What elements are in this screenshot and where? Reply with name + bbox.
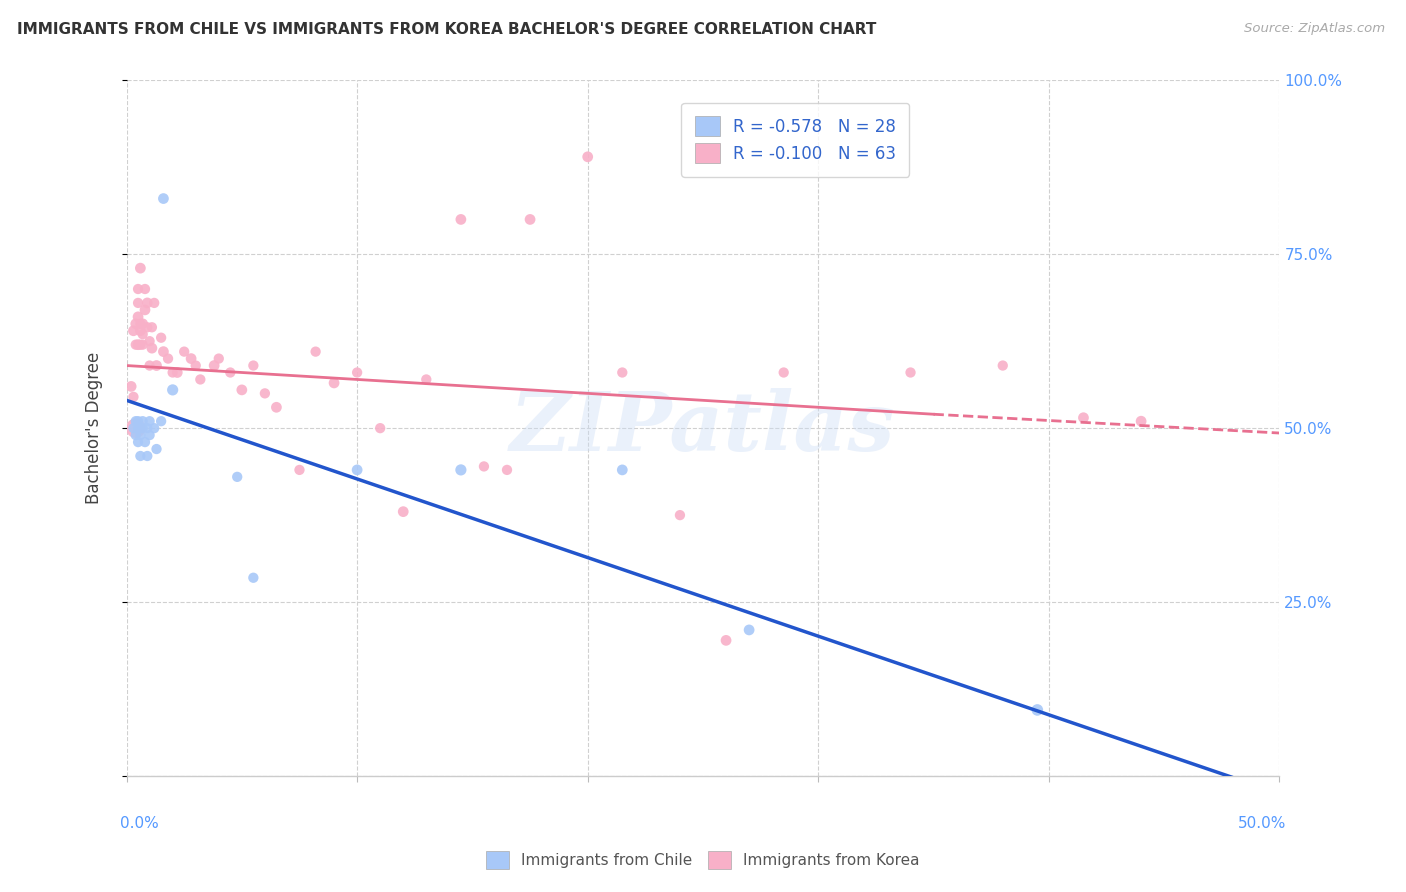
Point <box>288 463 311 477</box>
Point <box>612 463 634 477</box>
Point <box>772 366 794 380</box>
Point <box>152 192 174 206</box>
Point <box>392 505 415 519</box>
Point <box>242 571 264 585</box>
Point <box>125 428 148 442</box>
Point <box>738 623 761 637</box>
Point <box>450 463 472 477</box>
Point <box>127 337 149 351</box>
Point <box>136 320 159 334</box>
Point <box>226 470 249 484</box>
Point <box>242 359 264 373</box>
Point <box>134 435 156 450</box>
Y-axis label: Bachelor's Degree: Bachelor's Degree <box>84 352 103 504</box>
Point <box>669 508 692 523</box>
Point <box>138 334 160 348</box>
Point <box>138 359 160 373</box>
Point <box>125 317 148 331</box>
Point <box>138 414 160 428</box>
Point <box>152 344 174 359</box>
Point <box>143 296 166 310</box>
Point <box>450 212 472 227</box>
Point <box>129 428 152 442</box>
Point <box>188 372 211 386</box>
Point <box>127 414 149 428</box>
Point <box>166 366 188 380</box>
Point <box>219 366 242 380</box>
Text: ZIPatlas: ZIPatlas <box>510 388 896 468</box>
Point <box>129 317 152 331</box>
Point <box>136 296 159 310</box>
Point <box>127 296 149 310</box>
Point <box>141 341 163 355</box>
Point <box>150 331 173 345</box>
Point <box>125 337 148 351</box>
Point <box>900 366 922 380</box>
Point <box>202 359 225 373</box>
Point <box>129 261 152 276</box>
Point <box>129 421 152 435</box>
Point <box>127 282 149 296</box>
Point <box>134 282 156 296</box>
Point <box>519 212 541 227</box>
Point <box>129 324 152 338</box>
Point <box>162 366 184 380</box>
Point <box>180 351 202 366</box>
Point <box>714 633 737 648</box>
Point <box>134 302 156 317</box>
Point <box>122 390 145 404</box>
Point <box>208 351 231 366</box>
Point <box>346 463 368 477</box>
Point <box>127 310 149 324</box>
Point <box>415 372 437 386</box>
Point <box>131 414 153 428</box>
Point <box>231 383 253 397</box>
Point <box>346 366 368 380</box>
Point <box>304 344 326 359</box>
Text: 50.0%: 50.0% <box>1239 816 1286 831</box>
Point <box>127 435 149 450</box>
Point <box>131 317 153 331</box>
Point <box>266 401 288 415</box>
Point <box>122 324 145 338</box>
Text: IMMIGRANTS FROM CHILE VS IMMIGRANTS FROM KOREA BACHELOR'S DEGREE CORRELATION CHA: IMMIGRANTS FROM CHILE VS IMMIGRANTS FROM… <box>17 22 876 37</box>
Point <box>496 463 519 477</box>
Point <box>368 421 391 435</box>
Text: 0.0%: 0.0% <box>120 816 159 831</box>
Point <box>129 449 152 463</box>
Point <box>143 421 166 435</box>
Text: Source: ZipAtlas.com: Source: ZipAtlas.com <box>1244 22 1385 36</box>
Point <box>131 337 153 351</box>
Point <box>138 428 160 442</box>
Point <box>612 366 634 380</box>
Point <box>1026 703 1049 717</box>
Point <box>141 320 163 334</box>
Point <box>125 421 148 435</box>
Point <box>472 459 495 474</box>
Point <box>1073 410 1095 425</box>
Point <box>145 442 167 456</box>
Point <box>136 449 159 463</box>
Point <box>129 337 152 351</box>
Legend: R = -0.578   N = 28, R = -0.100   N = 63: R = -0.578 N = 28, R = -0.100 N = 63 <box>682 103 910 177</box>
Point <box>120 379 142 393</box>
Point <box>323 376 346 390</box>
Point <box>184 359 207 373</box>
Point <box>991 359 1014 373</box>
Point <box>576 150 599 164</box>
Legend: Immigrants from Chile, Immigrants from Korea: Immigrants from Chile, Immigrants from K… <box>481 845 925 875</box>
Point <box>1130 414 1153 428</box>
Point <box>125 414 148 428</box>
Point <box>131 421 153 435</box>
Point <box>122 421 145 435</box>
Point <box>136 421 159 435</box>
Point <box>150 414 173 428</box>
Point <box>145 359 167 373</box>
Point <box>127 421 149 435</box>
Point <box>253 386 276 401</box>
Point <box>157 351 180 366</box>
Point <box>131 327 153 342</box>
Point <box>173 344 195 359</box>
Point <box>162 383 184 397</box>
